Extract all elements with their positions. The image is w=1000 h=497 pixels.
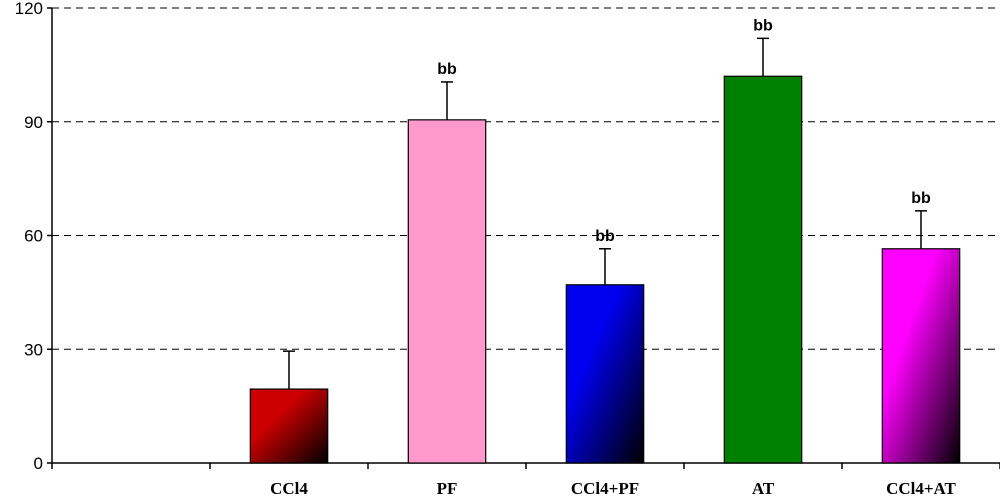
significance-label: bb [911,190,931,207]
bar [723,75,803,464]
y-tick-label: 0 [34,454,43,473]
significance-label: bb [595,228,615,245]
significance-label: bb [753,17,773,34]
x-tick-label: PF [437,479,458,497]
x-tick-label: CCl4 [270,479,308,497]
y-tick-label: 90 [24,113,43,132]
bar [407,119,487,464]
y-tick-label: 30 [24,340,43,359]
y-tick-label: 120 [15,0,43,18]
y-tick-label: 60 [24,227,43,246]
gridlines [52,7,1000,350]
significance-label: bb [437,61,457,78]
bar [881,248,961,464]
axes: 0 30 60 90 120 [15,0,1000,473]
labels: CCl4 bb PF bb CCl4+PF bb AT bb CCl4+AT [270,17,956,497]
bar [565,284,645,464]
x-tick-label: CCl4+AT [886,479,956,497]
x-tick-label: CCl4+PF [571,479,639,497]
bar [249,388,329,464]
bars [249,37,961,464]
x-tick-label: AT [752,479,775,497]
